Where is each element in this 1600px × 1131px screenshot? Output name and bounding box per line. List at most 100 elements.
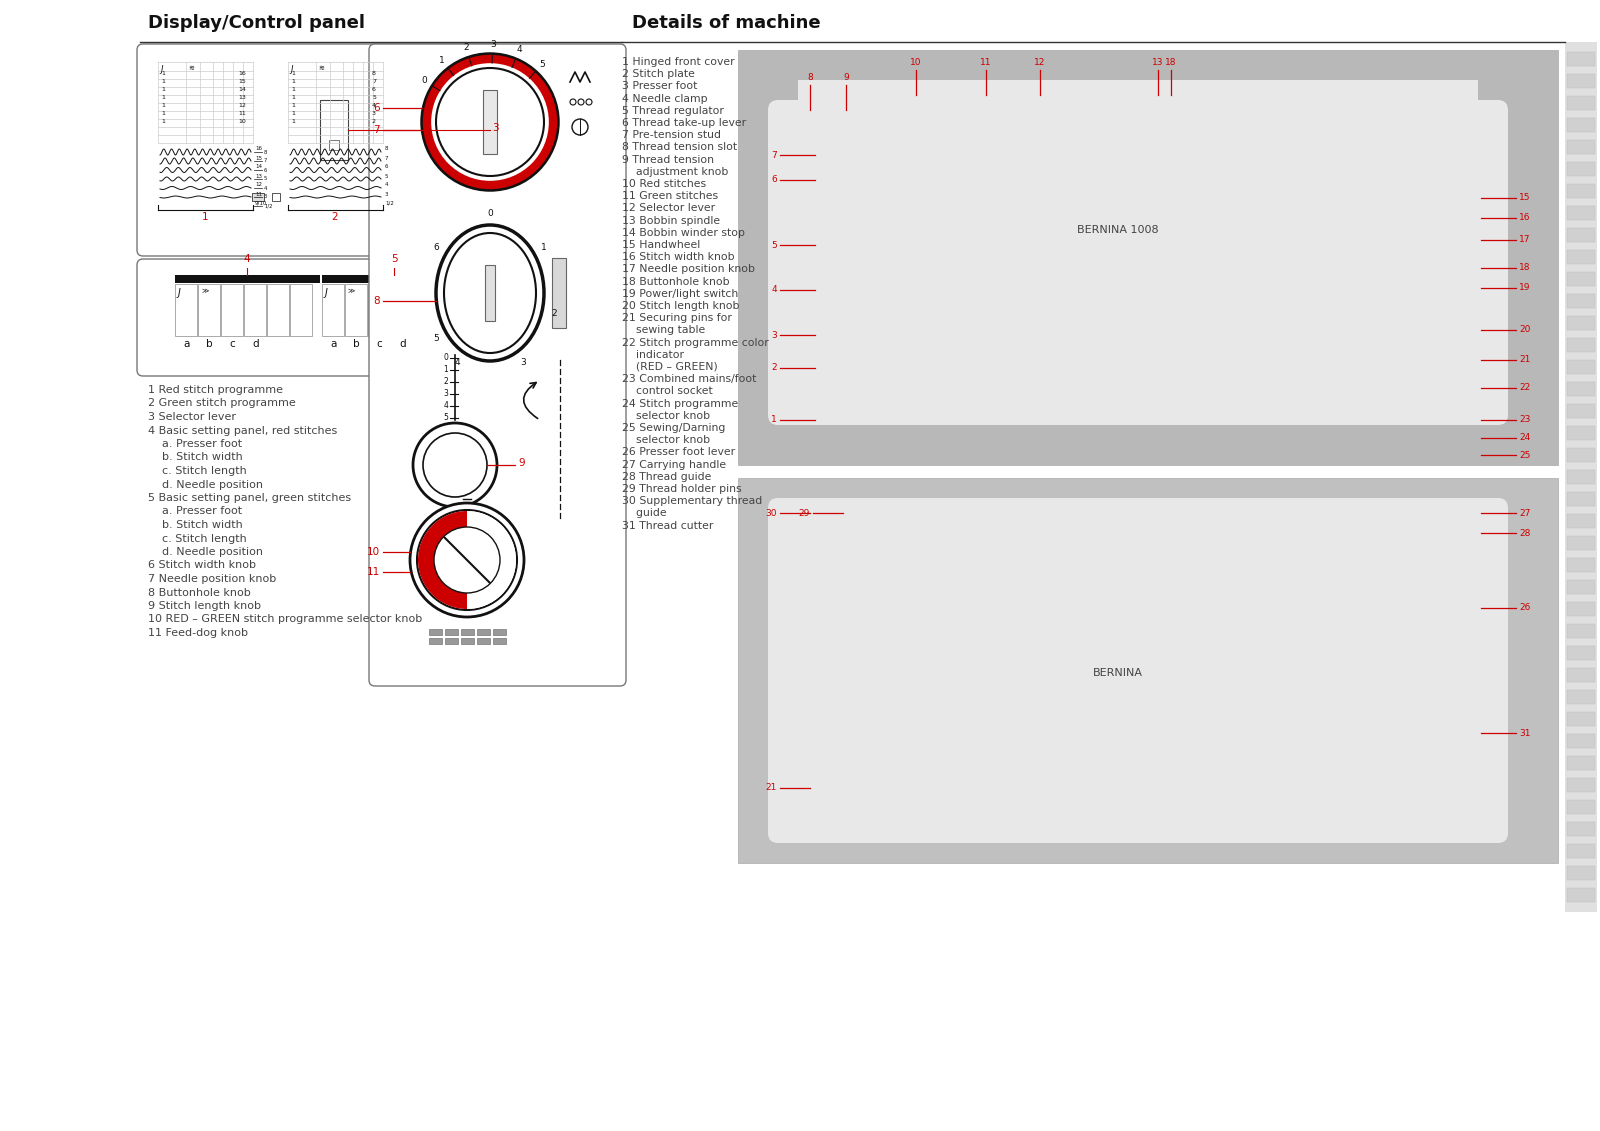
- Text: d. Needle position: d. Needle position: [147, 547, 262, 556]
- Text: 16: 16: [238, 71, 246, 76]
- Text: J: J: [160, 64, 163, 74]
- Text: 9/10: 9/10: [254, 200, 267, 206]
- Text: 4: 4: [264, 185, 267, 190]
- Bar: [1566, 734, 1595, 748]
- Text: c. Stitch length: c. Stitch length: [147, 466, 246, 476]
- Bar: [290, 284, 312, 336]
- Text: 26: 26: [1518, 604, 1530, 613]
- Text: b. Stitch width: b. Stitch width: [147, 452, 243, 463]
- Bar: [1566, 713, 1595, 726]
- Text: 1/2: 1/2: [386, 200, 394, 206]
- Text: adjustment knob: adjustment knob: [622, 166, 728, 176]
- Text: a. Presser foot: a. Presser foot: [147, 507, 242, 517]
- Text: 5: 5: [539, 60, 546, 69]
- Text: 4: 4: [454, 357, 459, 366]
- Text: (RED – GREEN): (RED – GREEN): [622, 362, 718, 372]
- Bar: [174, 275, 320, 283]
- Bar: [322, 284, 344, 336]
- Text: 1: 1: [162, 79, 165, 84]
- Bar: [738, 478, 1558, 863]
- Text: 2: 2: [443, 378, 448, 387]
- Text: Details of machine: Details of machine: [632, 14, 821, 32]
- Bar: [477, 638, 490, 644]
- FancyBboxPatch shape: [768, 498, 1507, 843]
- Bar: [1566, 470, 1595, 484]
- Text: 1: 1: [291, 119, 294, 124]
- Text: 3: 3: [386, 191, 389, 197]
- Text: 11: 11: [981, 58, 992, 67]
- Bar: [485, 265, 494, 321]
- Text: 27: 27: [1518, 509, 1530, 518]
- Text: 12: 12: [254, 182, 262, 188]
- Text: 3: 3: [490, 40, 496, 49]
- Bar: [243, 284, 266, 336]
- Bar: [1566, 316, 1595, 330]
- Bar: [429, 629, 442, 634]
- Bar: [1566, 184, 1595, 198]
- Circle shape: [422, 433, 486, 497]
- Text: 18: 18: [1518, 264, 1531, 273]
- Text: 14: 14: [238, 87, 246, 92]
- Text: 7: 7: [386, 155, 389, 161]
- Text: guide: guide: [622, 509, 667, 518]
- Text: 10: 10: [238, 119, 246, 124]
- Bar: [493, 638, 506, 644]
- Circle shape: [435, 68, 544, 176]
- Bar: [552, 258, 566, 328]
- Text: 6: 6: [434, 243, 438, 251]
- Text: 17: 17: [1518, 235, 1531, 244]
- Text: 19: 19: [1518, 284, 1531, 293]
- Text: J: J: [178, 288, 181, 297]
- Text: 6: 6: [373, 87, 376, 92]
- Bar: [1566, 492, 1595, 506]
- Text: 13 Bobbin spindle: 13 Bobbin spindle: [622, 216, 720, 225]
- Text: 11: 11: [238, 111, 246, 116]
- Text: 6: 6: [264, 167, 267, 173]
- Bar: [1566, 756, 1595, 770]
- Text: 17 Needle position knob: 17 Needle position knob: [622, 265, 755, 275]
- Text: 3: 3: [443, 389, 448, 398]
- Text: a: a: [184, 339, 190, 349]
- Bar: [1566, 206, 1595, 221]
- Text: 5: 5: [443, 414, 448, 423]
- Text: 18: 18: [1165, 58, 1176, 67]
- Text: 20 Stitch length knob: 20 Stitch length knob: [622, 301, 739, 311]
- Text: 3: 3: [493, 123, 499, 133]
- Bar: [1566, 888, 1595, 903]
- Bar: [1566, 140, 1595, 154]
- Bar: [390, 284, 413, 336]
- Bar: [174, 284, 197, 336]
- Text: d. Needle position: d. Needle position: [147, 480, 262, 490]
- Text: 1: 1: [291, 79, 294, 84]
- Text: 10 Red stitches: 10 Red stitches: [622, 179, 706, 189]
- Bar: [445, 638, 458, 644]
- Wedge shape: [467, 511, 515, 608]
- Bar: [330, 140, 339, 150]
- Text: 4 Basic setting panel, red stitches: 4 Basic setting panel, red stitches: [147, 425, 338, 435]
- Text: 11 Green stitches: 11 Green stitches: [622, 191, 718, 201]
- Text: 25: 25: [1518, 450, 1530, 459]
- Text: 9: 9: [843, 74, 850, 83]
- Text: 15: 15: [254, 155, 262, 161]
- FancyBboxPatch shape: [370, 44, 626, 687]
- Text: 24 Stitch programme: 24 Stitch programme: [622, 398, 738, 408]
- Bar: [1566, 822, 1595, 836]
- Bar: [1566, 52, 1595, 66]
- Text: 12 Selector lever: 12 Selector lever: [622, 204, 715, 214]
- Text: 22 Stitch programme color: 22 Stitch programme color: [622, 337, 768, 347]
- FancyBboxPatch shape: [138, 44, 501, 256]
- Text: 8 Thread tension slot: 8 Thread tension slot: [622, 143, 738, 153]
- Text: 8: 8: [373, 71, 376, 76]
- Text: 5: 5: [390, 254, 397, 264]
- Text: 4: 4: [243, 254, 250, 264]
- Text: c: c: [230, 339, 235, 349]
- Circle shape: [586, 100, 592, 105]
- Text: 31: 31: [1518, 728, 1531, 737]
- Text: 11 Feed-dog knob: 11 Feed-dog knob: [147, 628, 248, 638]
- Bar: [322, 275, 467, 283]
- Text: 15: 15: [238, 79, 246, 84]
- Text: 26 Presser foot lever: 26 Presser foot lever: [622, 448, 734, 457]
- Bar: [1565, 42, 1597, 912]
- Text: 1: 1: [291, 95, 294, 100]
- Text: 5: 5: [771, 241, 778, 250]
